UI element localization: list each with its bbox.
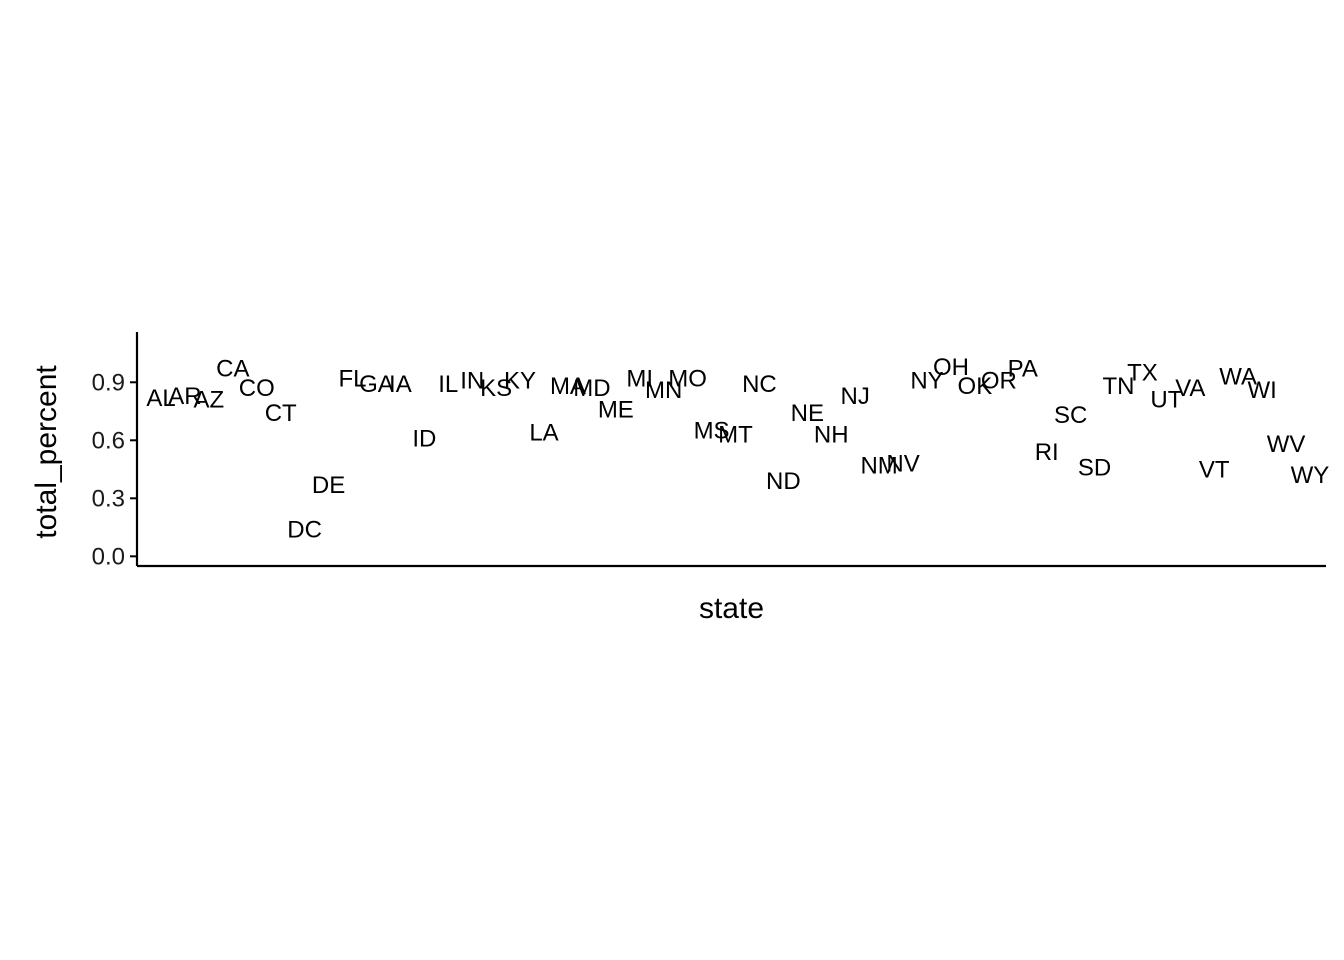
point-label-me: ME <box>598 396 634 423</box>
point-label-fl: FL <box>338 365 366 392</box>
point-label-de: DE <box>312 472 345 499</box>
point-label-nd: ND <box>766 468 801 495</box>
point-label-mn: MN <box>645 377 682 404</box>
point-label-va: VA <box>1175 375 1205 402</box>
y-tick-label: 0.6 <box>92 427 125 454</box>
point-label-il: IL <box>438 371 458 398</box>
point-label-mo: MO <box>668 365 707 392</box>
point-label-nj: NJ <box>841 383 870 410</box>
point-label-ky: KY <box>504 367 536 394</box>
point-label-al: AL <box>146 385 175 412</box>
y-tick-label: 0.0 <box>92 543 125 570</box>
point-label-dc: DC <box>287 516 322 543</box>
point-label-ia: IA <box>389 371 412 398</box>
point-label-ms: MS <box>694 418 730 445</box>
point-label-nm: NM <box>860 452 897 479</box>
point-label-pa: PA <box>1008 356 1038 383</box>
point-label-la: LA <box>529 420 558 447</box>
point-label-wy: WY <box>1291 462 1330 489</box>
point-label-vt: VT <box>1199 456 1230 483</box>
point-label-mt: MT <box>718 421 753 448</box>
point-label-in: IN <box>460 367 484 394</box>
x-axis-title: state <box>699 592 764 625</box>
point-label-tx: TX <box>1127 360 1158 387</box>
y-tick-label: 0.3 <box>92 485 125 512</box>
y-axis-ticks: 0.0 0.3 0.6 0.9 <box>92 369 137 570</box>
point-label-ks: KS <box>480 375 512 402</box>
point-label-ga: GA <box>359 371 394 398</box>
point-label-sc: SC <box>1054 402 1087 429</box>
point-label-md: MD <box>573 375 610 402</box>
point-label-co: CO <box>239 375 275 402</box>
y-tick-label: 0.9 <box>92 369 125 396</box>
point-label-id: ID <box>412 425 436 452</box>
point-label-nh: NH <box>814 421 849 448</box>
point-label-wv: WV <box>1267 431 1306 458</box>
point-label-nv: NV <box>886 451 919 478</box>
point-label-or: OR <box>981 367 1017 394</box>
point-label-ny: NY <box>910 367 943 394</box>
point-label-tn: TN <box>1103 373 1135 400</box>
point-label-ct: CT <box>265 400 297 427</box>
point-label-ca: CA <box>216 356 249 383</box>
point-label-ok: OK <box>958 373 993 400</box>
point-label-wi: WI <box>1247 377 1276 404</box>
y-axis-title: total_percent <box>30 365 63 539</box>
point-label-oh: OH <box>933 354 969 381</box>
point-label-ar: AR <box>168 383 201 410</box>
point-label-ma: MA <box>550 373 586 400</box>
point-label-mi: MI <box>626 365 653 392</box>
point-label-az: AZ <box>194 387 225 414</box>
point-label-wa: WA <box>1219 363 1257 390</box>
point-label-nc: NC <box>742 371 777 398</box>
point-label-sd: SD <box>1078 454 1111 481</box>
point-label-ne: NE <box>791 400 824 427</box>
point-label-ri: RI <box>1035 439 1059 466</box>
point-label-ut: UT <box>1150 387 1182 414</box>
